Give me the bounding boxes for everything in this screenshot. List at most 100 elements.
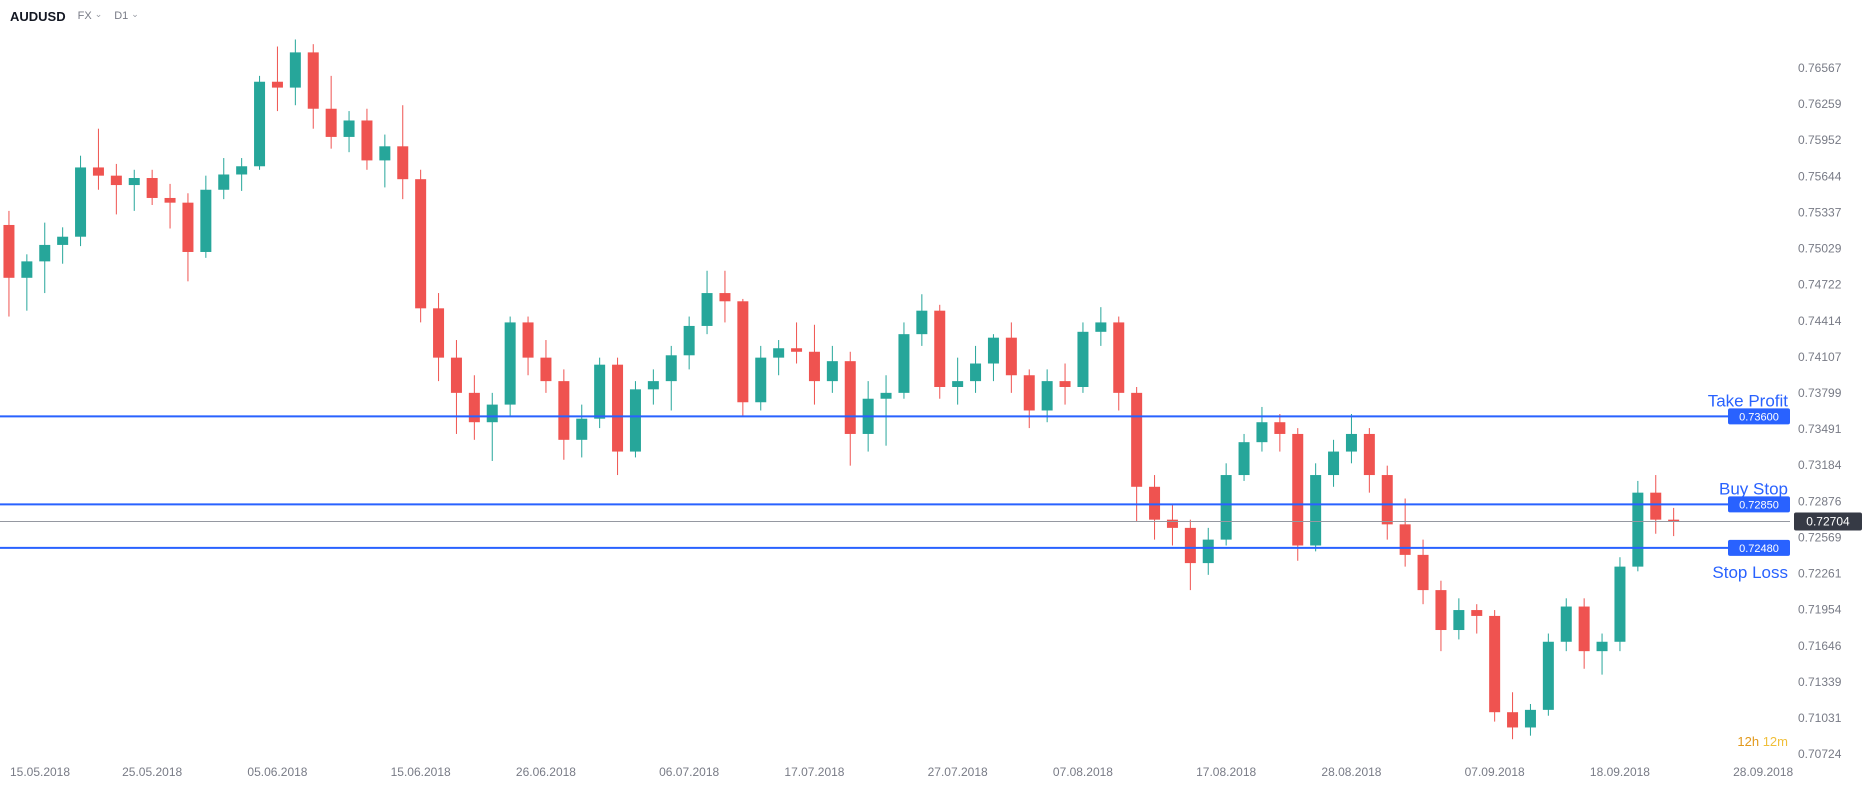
candle [1435, 580, 1447, 652]
interval-label: D1 [114, 10, 129, 22]
price-axis-label: 0.74414 [1798, 314, 1842, 328]
candle [665, 345, 677, 411]
candle [289, 39, 301, 106]
svg-text:0.72850: 0.72850 [1739, 499, 1779, 511]
stop-loss-label[interactable]: Stop Loss [1712, 563, 1788, 582]
price-axis-label: 0.73184 [1798, 458, 1842, 472]
candle [1363, 428, 1375, 493]
candle [379, 134, 391, 188]
candle [1166, 504, 1178, 546]
candle [218, 158, 230, 200]
price-axis-label: 0.72261 [1798, 567, 1842, 581]
candle [594, 357, 606, 429]
current-price-badge-text: 0.72704 [1806, 515, 1850, 529]
candle [987, 334, 999, 382]
candle [791, 322, 803, 364]
candle [182, 193, 194, 282]
time-axis[interactable]: 15.05.2018 25.05.2018 05.06.2018 15.06.2018… [10, 765, 1794, 779]
candle [1310, 463, 1322, 552]
candle [934, 304, 946, 399]
chevron-down-icon: ⌄ [131, 9, 139, 19]
price-axis-label: 0.75029 [1798, 242, 1842, 256]
price-axis[interactable]: 0.76567 0.76259 0.75952 0.75644 0.75337 0.750… [1798, 61, 1842, 761]
candle [737, 298, 749, 417]
buy-stop-price-badge[interactable]: 0.72850 [1728, 496, 1790, 513]
candles-layer [3, 39, 1680, 740]
time-axis-label: 17.07.2018 [784, 765, 844, 779]
stop-loss-price-badge[interactable]: 0.72480 [1728, 539, 1790, 556]
symbol-title[interactable]: AUDUSD [10, 9, 66, 24]
candle [1238, 433, 1250, 481]
candle [1184, 519, 1196, 591]
candle [576, 404, 588, 458]
interval-selector[interactable]: D1 ⌄ [114, 9, 139, 22]
candle [1399, 498, 1411, 567]
price-axis-label: 0.71339 [1798, 675, 1842, 689]
candle [1417, 539, 1429, 605]
price-axis-label: 0.76259 [1798, 97, 1842, 111]
candle [92, 128, 104, 190]
bar-countdown: 12h 12m [1737, 734, 1788, 749]
candle [808, 324, 820, 405]
time-axis-label: 17.08.2018 [1196, 765, 1256, 779]
candle [415, 169, 427, 323]
time-axis-label: 07.09.2018 [1465, 765, 1525, 779]
candle [970, 345, 982, 393]
price-axis-label: 0.74107 [1798, 350, 1842, 364]
candle [844, 351, 856, 466]
candle [1256, 406, 1268, 452]
candle [57, 227, 69, 264]
candle [307, 44, 319, 129]
candle [1005, 322, 1017, 393]
candle [200, 175, 212, 258]
candle [1542, 633, 1554, 716]
candle [397, 105, 409, 200]
candle [486, 392, 498, 461]
time-axis-label: 15.05.2018 [10, 765, 70, 779]
time-axis-label: 05.06.2018 [247, 765, 307, 779]
candle [826, 345, 838, 393]
candle [558, 369, 570, 460]
candle [916, 294, 928, 346]
candle [1560, 598, 1572, 652]
candle [1149, 475, 1161, 540]
candle [1524, 703, 1536, 736]
candle [540, 340, 552, 393]
time-axis-label: 28.09.2018 [1733, 765, 1793, 779]
candle [1345, 413, 1357, 464]
symbol-legend: AUDUSD FX ⌄ D1 ⌄ [10, 9, 139, 24]
candle [1471, 604, 1483, 634]
candle [701, 270, 713, 335]
candle [683, 316, 695, 370]
candle [1328, 439, 1340, 487]
price-axis-label: 0.73491 [1798, 422, 1842, 436]
price-axis-label: 0.70724 [1798, 747, 1842, 761]
candle [1292, 428, 1304, 561]
candle [1632, 480, 1644, 572]
time-axis-label: 15.06.2018 [391, 765, 451, 779]
svg-text:0.72480: 0.72480 [1739, 543, 1779, 555]
time-axis-label: 25.05.2018 [122, 765, 182, 779]
candle [647, 369, 659, 405]
time-axis-label: 18.09.2018 [1590, 765, 1650, 779]
take-profit-label[interactable]: Take Profit [1708, 391, 1789, 410]
candle [75, 155, 87, 247]
candle [1059, 363, 1071, 405]
price-axis-label: 0.75644 [1798, 169, 1842, 183]
candle [1077, 322, 1089, 393]
current-price-badge [1794, 512, 1862, 531]
candle [254, 75, 266, 170]
candle [719, 270, 731, 323]
time-axis-label: 28.08.2018 [1321, 765, 1381, 779]
candle [325, 75, 337, 149]
svg-text:0.73600: 0.73600 [1739, 411, 1779, 423]
take-profit-price-badge[interactable]: 0.73600 [1728, 408, 1790, 425]
candle [39, 222, 51, 294]
candle [361, 108, 373, 170]
market-selector[interactable]: FX ⌄ [78, 10, 103, 22]
candle [343, 111, 355, 153]
candle [1578, 598, 1590, 669]
buy-stop-label[interactable]: Buy Stop [1719, 479, 1788, 498]
